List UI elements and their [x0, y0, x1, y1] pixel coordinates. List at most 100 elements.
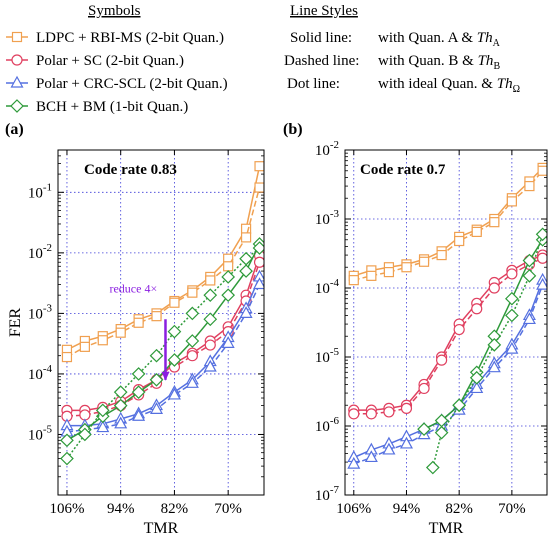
data-point — [185, 306, 200, 321]
data-point — [364, 450, 378, 463]
x-tick-label: 106% — [336, 501, 371, 517]
data-point — [488, 282, 500, 294]
data-point — [167, 353, 182, 367]
data-point — [203, 312, 218, 327]
series-line — [353, 170, 544, 281]
legend-line-styles-title: Line Styles — [290, 3, 358, 19]
data-point — [506, 196, 517, 207]
reduce-arrow-label: reduce 4× — [109, 282, 157, 296]
series-line — [353, 257, 543, 415]
x-axis-label: TMR — [429, 520, 464, 537]
data-point — [97, 335, 108, 346]
data-point — [399, 436, 413, 449]
x-tick-label: 94% — [107, 501, 135, 517]
data-point — [205, 275, 216, 286]
y-tick-label: 10-2 — [315, 139, 339, 159]
data-point — [185, 376, 199, 388]
data-point — [131, 367, 146, 381]
line-style-subscript: Ω — [513, 84, 520, 95]
data-point — [425, 460, 440, 475]
data-point — [452, 398, 467, 413]
panel-label: (b) — [283, 121, 303, 138]
legend: Symbols Line Styles LDPC + RBI-MS (2-bit… — [6, 3, 520, 115]
x-tick-label: 82% — [161, 501, 189, 517]
x-tick-label: 94% — [393, 501, 421, 517]
legend-entry-label: LDPC + RBI-MS (2-bit Quan.) — [36, 30, 224, 46]
y-tick-label: 10-5 — [315, 346, 340, 366]
data-point — [383, 266, 395, 278]
data-point — [254, 161, 264, 172]
legend-entry-label: Polar + CRC-SCL (2-bit Quan.) — [36, 76, 228, 92]
data-point — [487, 360, 501, 373]
y-tick-label: 10-3 — [315, 208, 340, 228]
data-point — [453, 323, 465, 336]
x-axis-label: TMR — [144, 520, 179, 537]
data-point — [418, 256, 430, 267]
line-style-prefix: with ideal Quan. & — [378, 76, 497, 92]
series-line — [353, 167, 544, 277]
data-point — [221, 288, 236, 303]
line-style-name: Dashed line: — [284, 53, 359, 69]
data-point — [149, 348, 164, 363]
data-point — [434, 425, 449, 440]
data-point — [537, 165, 547, 176]
line-style-desc: with Quan. B & ThB — [378, 53, 500, 72]
data-point — [114, 416, 128, 429]
legend-circle-marker — [11, 54, 23, 66]
line-style-desc: with ideal Quan. & ThΩ — [378, 76, 520, 95]
legend-diamond-marker — [10, 99, 24, 113]
data-point — [347, 456, 361, 469]
data-point — [524, 180, 535, 192]
data-point — [536, 277, 547, 290]
line-style-prefix: with Quan. B & — [378, 53, 478, 69]
plot-area — [60, 161, 264, 466]
data-point — [365, 408, 377, 420]
data-point — [60, 433, 74, 448]
data-point — [522, 312, 536, 325]
x-tick-label: 82% — [445, 501, 473, 517]
legend-entry-label: Polar + SC (2-bit Quan.) — [36, 53, 184, 69]
data-point — [400, 402, 413, 414]
data-point — [113, 385, 128, 399]
data-point — [454, 235, 465, 247]
line-style-symbol: Th — [478, 53, 494, 69]
data-point — [239, 306, 253, 318]
data-point — [239, 251, 253, 266]
x-tick-label: 70% — [214, 501, 242, 517]
data-point — [417, 422, 431, 437]
axes — [58, 149, 264, 495]
panel-label: (a) — [5, 121, 24, 138]
data-point — [203, 359, 217, 372]
data-point — [221, 270, 236, 284]
y-tick-label: 10-7 — [315, 484, 340, 504]
data-point — [240, 232, 252, 243]
data-point — [489, 217, 500, 228]
data-point — [61, 351, 73, 363]
legend-triangle-marker — [10, 75, 24, 88]
legend-entry-label: BCH + BM (1-bit Quan.) — [36, 99, 188, 115]
data-point — [151, 311, 162, 322]
data-point — [506, 268, 518, 280]
line-style-prefix: with Quan. A & — [378, 30, 477, 46]
data-point — [169, 297, 180, 308]
line-style-subscript: A — [493, 38, 501, 49]
data-point — [436, 249, 447, 261]
y-tick-label: 10-5 — [28, 423, 53, 443]
data-point — [505, 341, 519, 354]
data-point — [79, 341, 90, 352]
plot-frame — [344, 149, 548, 496]
data-point — [221, 336, 235, 348]
data-point — [187, 287, 198, 298]
data-point — [204, 339, 216, 351]
data-point — [115, 327, 126, 338]
line-style-desc: with Quan. A & ThA — [378, 30, 501, 49]
line-style-subscript: B — [493, 61, 500, 72]
data-point — [505, 308, 519, 323]
y-tick-label: 10-4 — [28, 363, 53, 383]
data-point — [348, 408, 360, 420]
data-point — [167, 387, 181, 400]
data-point — [132, 408, 146, 421]
data-point — [78, 427, 92, 442]
panel-a: 106% 94% 82% 70% 10-5 10-4 10-3 10-2 10-1 TMR FER (… — [5, 121, 265, 537]
data-point — [401, 262, 412, 273]
